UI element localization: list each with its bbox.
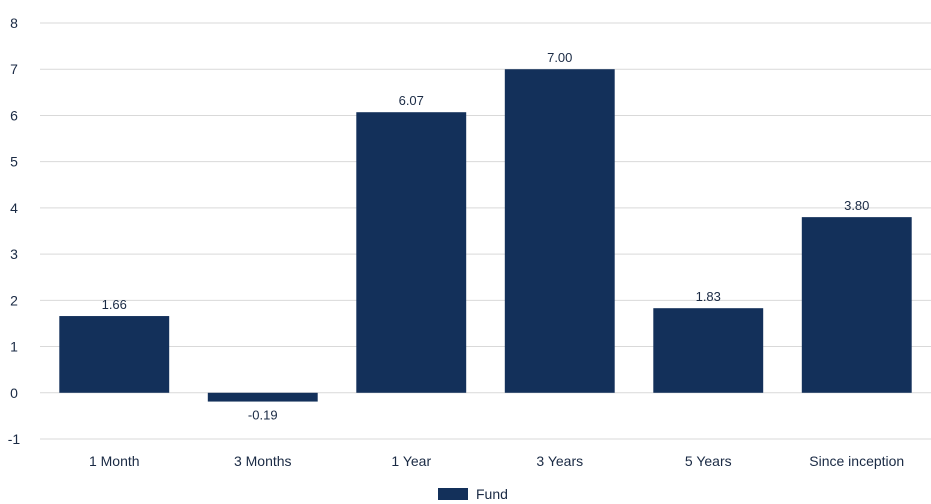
x-category-label: 1 Year [391, 453, 431, 469]
y-tick-label: 0 [10, 385, 18, 401]
y-tick-label: 5 [10, 154, 18, 170]
data-labels: 1.66 -0.19 6.07 7.00 1.83 3.80 [102, 50, 870, 422]
bar [356, 112, 467, 393]
data-label: 6.07 [399, 93, 424, 108]
bar [59, 316, 170, 393]
y-tick-label: 6 [10, 107, 18, 123]
data-label: 1.83 [696, 289, 721, 304]
y-tick-label: 7 [10, 61, 18, 77]
data-label: 3.80 [844, 198, 869, 213]
bar [801, 217, 912, 393]
legend-label-fund: Fund [476, 486, 508, 502]
y-tick-label: -1 [8, 431, 21, 447]
y-tick-label: 3 [10, 246, 18, 262]
x-category-label: 5 Years [685, 453, 732, 469]
bars [59, 69, 912, 402]
legend-swatch-fund [438, 488, 468, 500]
gridlines [40, 22, 931, 440]
y-tick-label: 2 [10, 292, 18, 308]
bar [653, 308, 764, 393]
x-category-label: Since inception [809, 453, 904, 469]
y-tick-label: 8 [10, 15, 18, 31]
bar [504, 69, 615, 393]
x-category-label: 3 Months [234, 453, 292, 469]
x-category-label: 1 Month [89, 453, 140, 469]
x-axis-category-labels: 1 Month 3 Months 1 Year 3 Years 5 Years Since… [89, 453, 904, 469]
data-label: 1.66 [102, 297, 127, 312]
data-label: 7.00 [547, 50, 572, 65]
y-tick-label: 4 [10, 200, 18, 216]
bar [207, 392, 318, 402]
legend: Fund [438, 486, 508, 502]
y-tick-label: 1 [10, 339, 18, 355]
x-category-label: 3 Years [536, 453, 583, 469]
y-axis-tick-labels: -1 0 1 2 3 4 5 6 7 8 [8, 15, 21, 447]
data-label: -0.19 [248, 408, 278, 423]
